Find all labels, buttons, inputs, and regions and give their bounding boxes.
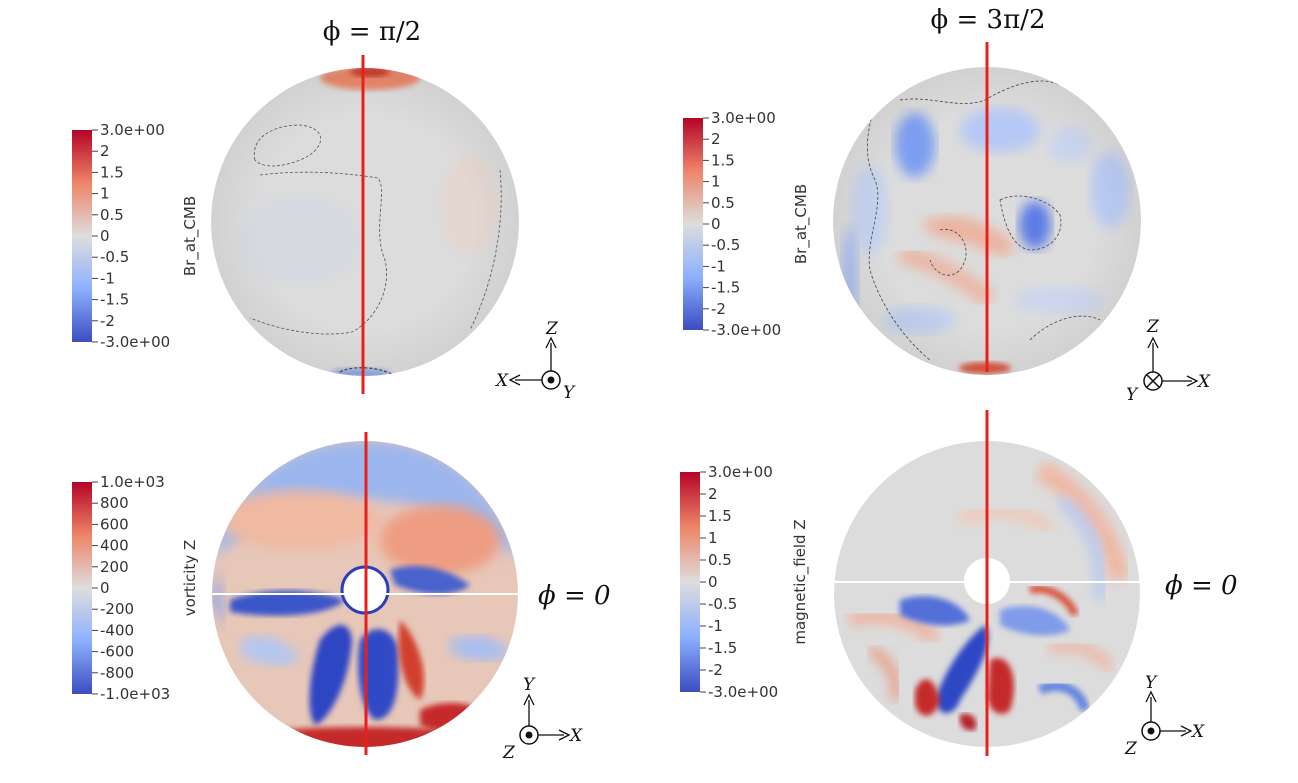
colorbar-tick-label: -2	[100, 312, 115, 330]
colorbar-tick-label: 3.0e+00	[711, 109, 776, 127]
colorbar-tick-label: -1	[711, 257, 726, 275]
axis-label-right: X	[1190, 722, 1205, 742]
colorbar-tick-label: 2	[708, 485, 718, 503]
colorbar-tick-label: -1.5	[100, 291, 129, 309]
colorbar-bottom-right: 3.0e+00 2 1.5 1 0.5 0 -0.5 -1 -1.5 -2 -3.0e+00 mag…	[680, 463, 810, 701]
colorbar-title: Br_at_CMB	[792, 184, 811, 264]
colorbar-tick-label: 0.5	[708, 551, 732, 569]
colorbar-rect	[72, 482, 92, 694]
colorbar-tick-label: -2	[708, 661, 723, 679]
colorbar-tick-label: 3.0e+00	[708, 463, 773, 481]
colorbar-ticks: 1.0e+03 800 600 400 200 0 -200 -400 -600 -800 -1.0…	[92, 473, 170, 703]
axis-label-left: X	[494, 371, 509, 391]
axis-label-up: Y	[523, 675, 536, 695]
axis-label-right: X	[1196, 372, 1211, 392]
colorbar-tick-label: 1.5	[708, 507, 732, 525]
colorbar-tick-label: -0.5	[100, 248, 129, 266]
colorbar-top-left: 3.0e+00 2 1.5 1 0.5 0 -0.5 -1 -1.5 -2 -3.0e+00 Br_…	[72, 121, 200, 351]
panel-bottom-left: 1.0e+03 800 600 400 200 0 -200 -400 -600 -800 -1.0…	[72, 432, 611, 763]
phi-label: ϕ = π/2	[323, 17, 421, 47]
sphere-top-left	[211, 68, 519, 376]
axis-label-out: Z	[502, 743, 516, 763]
colorbar-tick-label: -800	[100, 664, 134, 682]
axes-triad-top-left: Z X Y	[494, 319, 576, 403]
colorbar-tick-label: -1.5	[708, 639, 737, 657]
colorbar-rect	[683, 118, 703, 330]
axis-label-out: Y	[563, 383, 576, 403]
panel-top-left: 3.0e+00 2 1.5 1 0.5 0 -0.5 -1 -1.5 -2 -3.0e+00 Br_…	[72, 17, 576, 403]
colorbar-tick-label: 0	[100, 227, 110, 245]
colorbar-tick-label: -3.0e+00	[711, 321, 781, 339]
colorbar-tick-label: -1.0e+03	[100, 685, 170, 703]
colorbar-ticks: 3.0e+00 2 1.5 1 0.5 0 -0.5 -1 -1.5 -2 -3.0e+00	[92, 121, 170, 351]
colorbar-rect	[680, 472, 700, 692]
colorbar-tick-label: 1	[708, 529, 718, 547]
colorbar-tick-label: 200	[100, 558, 129, 576]
colorbar-tick-label: -0.5	[711, 236, 740, 254]
colorbar-tick-label: 1	[711, 173, 721, 191]
colorbar-tick-label: 1.5	[711, 151, 735, 169]
colorbar-tick-label: 0.5	[711, 194, 735, 212]
colorbar-tick-label: -0.5	[708, 595, 737, 613]
axis-label-up: Z	[545, 319, 559, 339]
phi-label: ϕ = 0	[538, 581, 611, 611]
colorbar-tick-label: -3.0e+00	[100, 333, 170, 351]
phi-label: ϕ = 3π/2	[931, 5, 1046, 35]
colorbar-tick-label: -200	[100, 600, 134, 618]
colorbar-tick-label: 3.0e+00	[100, 121, 165, 139]
colorbar-tick-label: 0.5	[100, 206, 124, 224]
axes-triad-top-right: Z X Y	[1126, 317, 1211, 405]
colorbar-tick-label: 0	[708, 573, 718, 591]
panel-bottom-right: 3.0e+00 2 1.5 1 0.5 0 -0.5 -1 -1.5 -2 -3.0e+00 mag…	[680, 410, 1238, 759]
axis-label-out: Z	[1124, 739, 1138, 759]
colorbar-bottom-left: 1.0e+03 800 600 400 200 0 -200 -400 -600 -800 -1.0…	[72, 473, 199, 703]
axis-label-right: X	[568, 726, 583, 746]
colorbar-tick-label: -400	[100, 621, 134, 639]
colorbar-tick-label: 0	[711, 215, 721, 233]
colorbar-ticks: 3.0e+00 2 1.5 1 0.5 0 -0.5 -1 -1.5 -2 -3.0e+00	[700, 463, 778, 701]
colorbar-tick-label: -1	[100, 269, 115, 287]
colorbar-tick-label: 2	[100, 142, 110, 160]
colorbar-tick-label: 1.5	[100, 163, 124, 181]
colorbar-tick-label: 1.0e+03	[100, 473, 165, 491]
colorbar-ticks: 3.0e+00 2 1.5 1 0.5 0 -0.5 -1 -1.5 -2 -3.0e+00	[703, 109, 781, 339]
colorbar-tick-label: -1	[708, 617, 723, 635]
colorbar-rect	[72, 130, 92, 342]
axis-label-up: Z	[1146, 317, 1160, 337]
panel-top-right: 3.0e+00 2 1.5 1 0.5 0 -0.5 -1 -1.5 -2 -3.0e+00 Br_…	[683, 5, 1211, 405]
colorbar-tick-label: 1	[100, 185, 110, 203]
colorbar-tick-label: 600	[100, 515, 129, 533]
colorbar-tick-label: -1.5	[711, 279, 740, 297]
colorbar-tick-label: -600	[100, 643, 134, 661]
colorbar-tick-label: -2	[711, 300, 726, 318]
colorbar-tick-label: 400	[100, 537, 129, 555]
colorbar-title: vorticity Z	[181, 540, 199, 617]
colorbar-tick-label: 800	[100, 494, 129, 512]
colorbar-tick-label: -3.0e+00	[708, 683, 778, 701]
axis-label-in: Y	[1126, 385, 1139, 405]
colorbar-tick-label: 2	[711, 130, 721, 148]
colorbar-top-right: 3.0e+00 2 1.5 1 0.5 0 -0.5 -1 -1.5 -2 -3.0e+00 Br_…	[683, 109, 811, 339]
axes-triad-bottom-right: Y X Z	[1124, 673, 1205, 759]
colorbar-tick-label: 0	[100, 579, 110, 597]
axes-triad-bottom-left: Y X Z	[502, 675, 583, 763]
colorbar-title: magnetic_field Z	[791, 519, 810, 644]
phi-label: ϕ = 0	[1165, 571, 1238, 601]
colorbar-title: Br_at_CMB	[181, 196, 200, 276]
axis-label-up: Y	[1145, 673, 1158, 693]
